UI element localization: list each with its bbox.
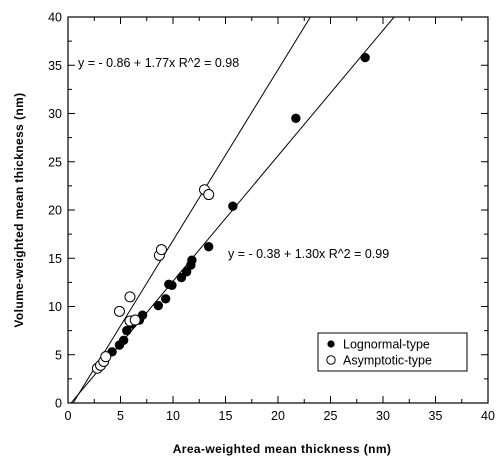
asymptotic-point bbox=[113, 305, 125, 317]
data-points bbox=[91, 52, 370, 374]
fit-equation-asymptotic: y = - 0.86 + 1.77x R^2 = 0.98 bbox=[78, 56, 239, 70]
legend-box bbox=[317, 332, 468, 372]
legend-marker-asymptotic bbox=[326, 355, 336, 365]
lognormal-point bbox=[118, 335, 129, 345]
y-axis-label: Volume-weighted mean thickness (nm) bbox=[12, 92, 26, 327]
lognormal-point bbox=[360, 52, 370, 63]
y-tick-label: 10 bbox=[48, 300, 62, 314]
x-tick-label: 5 bbox=[117, 409, 124, 423]
asymptotic-point bbox=[155, 244, 167, 256]
fit-equation-lognormal: y = - 0.38 + 1.30x R^2 = 0.99 bbox=[228, 247, 389, 261]
x-tick-label: 25 bbox=[324, 409, 338, 423]
lognormal-point bbox=[160, 294, 171, 304]
y-tick-label: 40 bbox=[48, 11, 62, 25]
lognormal-point bbox=[291, 113, 301, 124]
y-tick-label: 20 bbox=[48, 204, 62, 218]
x-tick-label: 20 bbox=[271, 409, 285, 423]
x-tick-label: 35 bbox=[429, 409, 443, 423]
y-tick-label: 35 bbox=[48, 59, 62, 73]
x-tick-label: 40 bbox=[481, 409, 495, 423]
lognormal-point bbox=[181, 267, 192, 277]
legend: Lognormal-type Asymptotic-type bbox=[317, 332, 468, 372]
lognormal-point bbox=[167, 280, 177, 290]
x-tick-label: 15 bbox=[219, 409, 233, 423]
x-tick-label: 0 bbox=[65, 409, 72, 423]
y-tick-label: 5 bbox=[55, 348, 62, 362]
x-tick-label: 30 bbox=[376, 409, 390, 423]
y-tick-label: 0 bbox=[55, 397, 62, 411]
asymptotic-point bbox=[100, 351, 112, 363]
lognormal-point bbox=[228, 201, 238, 211]
x-axis-label: Area-weighted mean thickness (nm) bbox=[173, 442, 392, 456]
lognormal-point bbox=[176, 272, 187, 283]
tick-labels: 0 5 10 15 20 25 30 35 40 0 5 10 15 20 25 30 35 40 bbox=[48, 11, 495, 424]
fit-line-asymptotic bbox=[72, 17, 311, 403]
asymptotic-point bbox=[129, 314, 141, 326]
plot-area bbox=[67, 16, 489, 404]
y-tick-label: 15 bbox=[48, 252, 62, 266]
legend-label-lognormal: Lognormal-type bbox=[343, 338, 430, 352]
lognormal-point bbox=[153, 300, 164, 311]
lognormal-point bbox=[187, 255, 197, 265]
y-tick-label: 25 bbox=[48, 155, 62, 169]
y-tick-label: 30 bbox=[48, 107, 62, 121]
x-tick-label: 10 bbox=[166, 409, 180, 423]
asymptotic-point bbox=[124, 291, 136, 303]
legend-label-asymptotic: Asymptotic-type bbox=[343, 354, 432, 368]
lognormal-point bbox=[122, 325, 132, 336]
legend-marker-lognormal bbox=[327, 340, 335, 348]
asymptotic-point bbox=[203, 189, 215, 201]
axis-ticks bbox=[67, 16, 489, 404]
lognormal-point bbox=[137, 310, 148, 320]
lognormal-point bbox=[204, 241, 214, 252]
